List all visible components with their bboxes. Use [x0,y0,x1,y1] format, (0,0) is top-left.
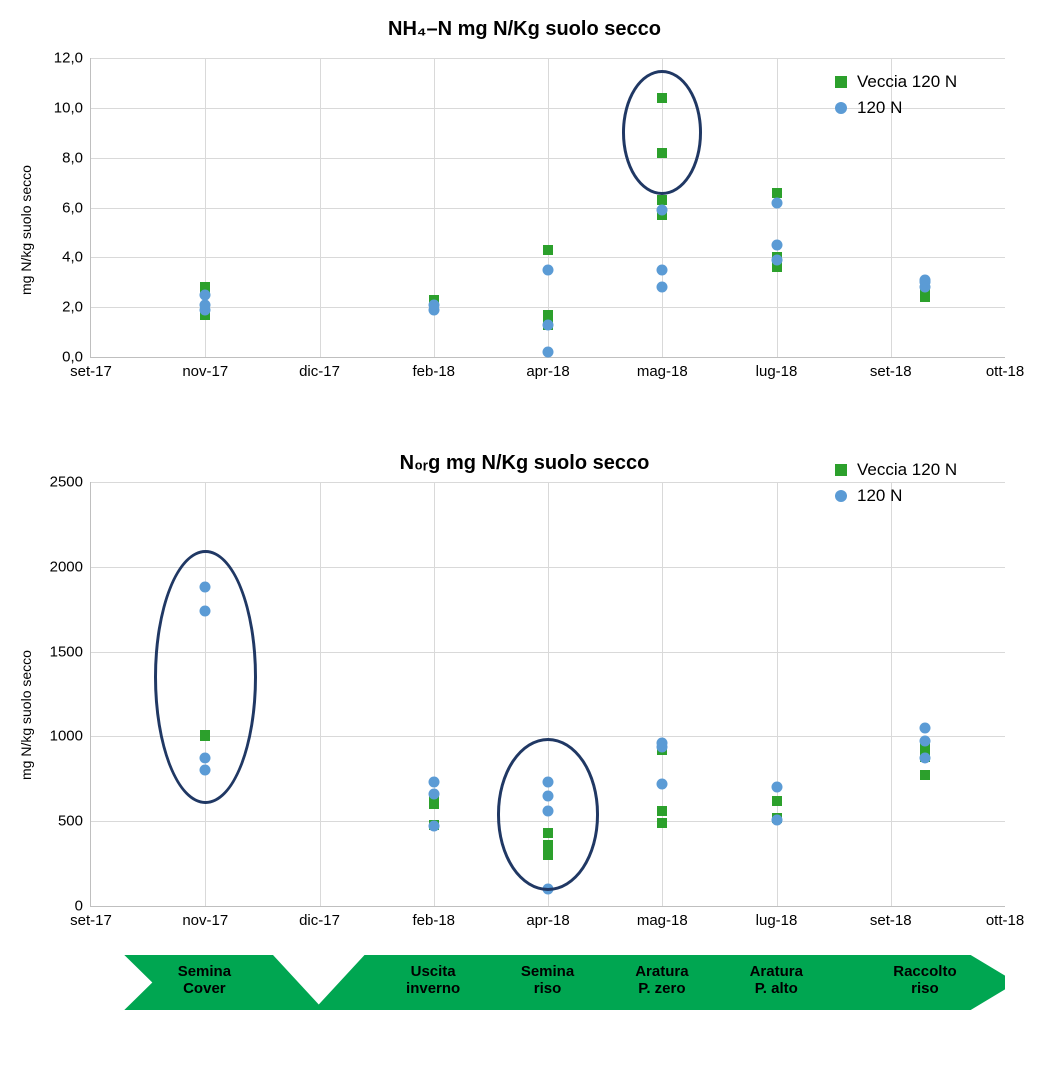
data-point-n120 [543,264,554,275]
data-point-n120 [771,197,782,208]
chart1-title: NH₄–N mg N/Kg suolo secco [0,18,1049,41]
data-point-n120 [920,753,931,764]
chart2-ylabel: mg N/kg suolo secco [18,650,34,780]
chart1-legend-label: 120 N [857,98,902,118]
xtick-label: ott-18 [986,906,1024,929]
data-point-n120 [771,814,782,825]
data-point-veccia [772,796,782,806]
gridline-v [662,482,663,906]
annotation-ellipse [622,70,702,195]
chart2-legend-item-veccia: Veccia 120 N [835,460,957,480]
circle-marker-icon [835,490,847,502]
gridline-v [777,482,778,906]
xtick-label: mag-18 [637,357,688,380]
xtick-label: set-17 [70,357,112,380]
ytick-label: 1000 [50,728,91,745]
data-point-n120 [920,722,931,733]
data-point-n120 [428,821,439,832]
square-marker-icon [835,76,847,88]
xtick-label: set-17 [70,906,112,929]
timeline-band: SeminaCover Uscitainverno Seminariso Aratur… [90,955,1005,1060]
timeline-label: Seminariso [521,963,574,998]
annotation-ellipse [497,738,600,891]
data-point-veccia [657,818,667,828]
data-point-n120 [200,299,211,310]
xtick-label: ott-18 [986,357,1024,380]
xtick-label: feb-18 [412,906,455,929]
chart1-legend: Veccia 120 N 120 N [835,72,957,124]
ytick-label: 6,0 [62,199,91,216]
chart1-legend-label: Veccia 120 N [857,72,957,92]
gridline-v [320,482,321,906]
xtick-label: set-18 [870,357,912,380]
data-point-n120 [657,778,668,789]
gridline-v [320,58,321,357]
chart2-legend-label: 120 N [857,486,902,506]
circle-marker-icon [835,102,847,114]
data-point-n120 [200,289,211,300]
xtick-label: feb-18 [412,357,455,380]
ytick-label: 2500 [50,474,91,491]
page: NH₄–N mg N/Kg suolo secco mg N/kg suolo … [0,0,1049,1069]
xtick-label: dic-17 [299,906,340,929]
data-point-n120 [543,319,554,330]
ytick-label: 12,0 [54,50,91,67]
chart2-legend-item-120n: 120 N [835,486,957,506]
data-point-n120 [428,299,439,310]
timeline-label: SeminaCover [178,963,231,998]
data-point-n120 [543,347,554,358]
xtick-label: nov-17 [182,357,228,380]
data-point-n120 [657,738,668,749]
annotation-ellipse [154,550,257,804]
square-marker-icon [835,464,847,476]
timeline-label: Raccoltoriso [893,963,956,998]
ytick-label: 2,0 [62,299,91,316]
timeline-label: Uscitainverno [406,963,460,998]
ytick-label: 500 [58,813,91,830]
xtick-label: lug-18 [756,357,798,380]
xtick-label: lug-18 [756,906,798,929]
chart2-plot: 05001000150020002500set-17nov-17dic-17fe… [90,482,1005,907]
xtick-label: nov-17 [182,906,228,929]
chart1-legend-item-120n: 120 N [835,98,957,118]
ytick-label: 4,0 [62,249,91,266]
data-point-n120 [657,264,668,275]
gridline-v [891,482,892,906]
xtick-label: set-18 [870,906,912,929]
ytick-label: 8,0 [62,149,91,166]
data-point-n120 [428,777,439,788]
data-point-n120 [771,239,782,250]
data-point-n120 [771,782,782,793]
chart2-legend: Veccia 120 N 120 N [835,460,957,512]
gridline-v [434,482,435,906]
xtick-label: apr-18 [526,357,569,380]
ytick-label: 1500 [50,643,91,660]
chart1-ylabel: mg N/kg suolo secco [18,165,34,295]
chart2-legend-label: Veccia 120 N [857,460,957,480]
ytick-label: 2000 [50,558,91,575]
ytick-label: 10,0 [54,99,91,116]
data-point-veccia [920,770,930,780]
xtick-label: apr-18 [526,906,569,929]
data-point-n120 [920,274,931,285]
data-point-n120 [657,282,668,293]
timeline-label: AraturaP. zero [635,963,688,998]
data-point-n120 [771,254,782,265]
data-point-veccia [543,245,553,255]
data-point-n120 [920,736,931,747]
data-point-veccia [657,806,667,816]
timeline-label: AraturaP. alto [750,963,803,998]
xtick-label: dic-17 [299,357,340,380]
data-point-n120 [657,204,668,215]
data-point-n120 [428,789,439,800]
chart1-legend-item-veccia: Veccia 120 N [835,72,957,92]
xtick-label: mag-18 [637,906,688,929]
